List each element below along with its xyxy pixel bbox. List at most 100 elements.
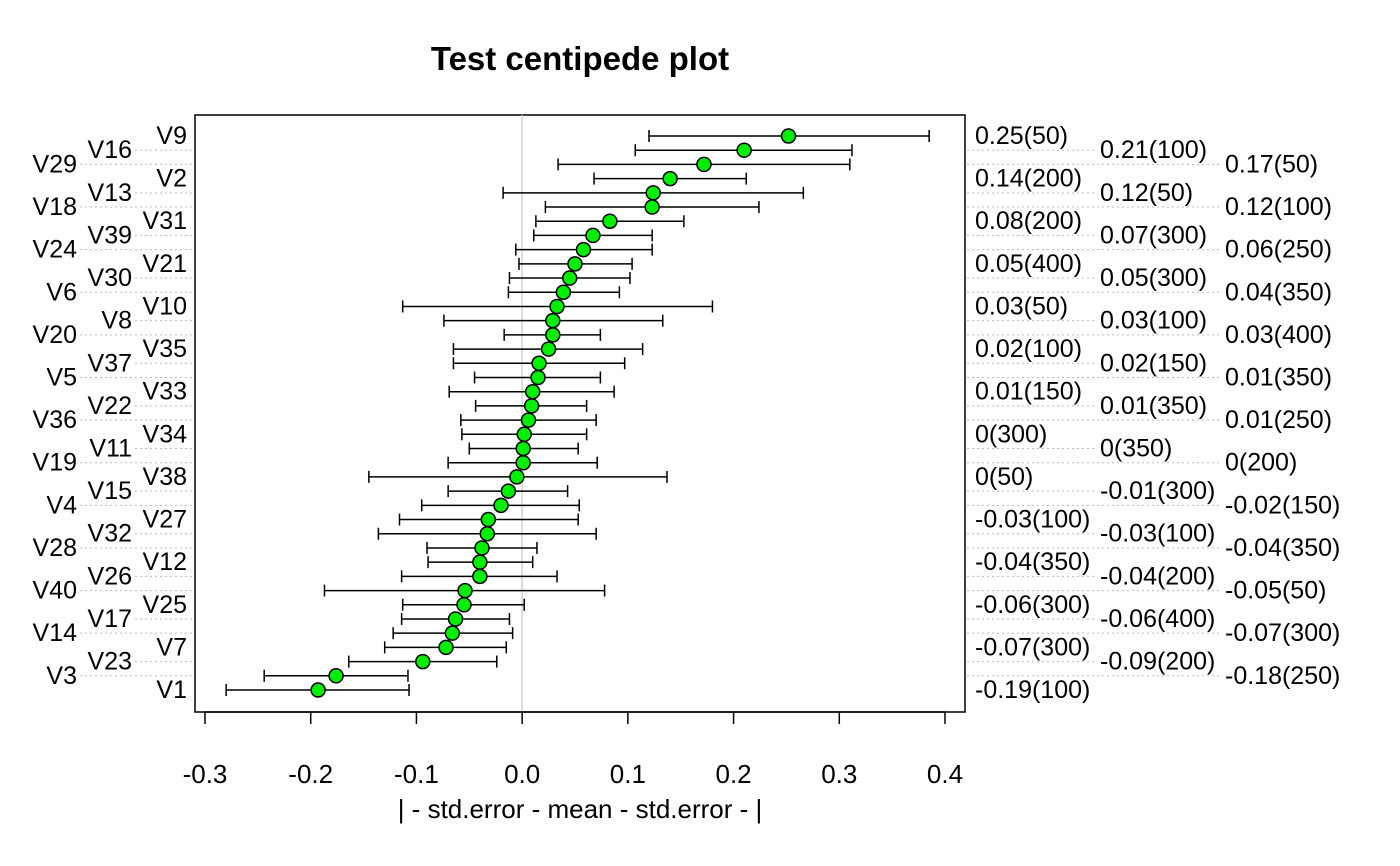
row-V14: V14 -0.07(300) [33,619,1341,647]
row-value-label: -0.05(50) [1225,577,1326,605]
mean-point [444,625,461,641]
row-V20: V20 0.03(400) [33,321,1333,349]
row-V33: V33 0.01(150) [143,378,1083,406]
row-V10: V10 0.03(50) [143,292,1069,320]
row-V16: V16 0.21(100) [88,136,1208,164]
row-V37: V37 0.02(150) [88,349,1208,377]
mean-point [472,568,488,585]
chart-title: Test centipede plot [431,40,729,77]
row-value-label: 0.25(50) [975,122,1068,150]
mean-point [567,256,583,272]
row-V12: V12 -0.04(350) [143,548,1091,576]
mean-point [545,327,561,343]
mean-point [472,554,488,570]
row-V32: V32 -0.03(100) [88,520,1216,548]
row-label: V35 [143,335,187,363]
row-V7: V7 -0.07(300) [156,633,1090,661]
mean-point [438,639,454,656]
x-tick-label: 0.1 [610,759,646,789]
mean-point [561,270,578,286]
mean-point [447,611,464,627]
row-value-label: 0(50) [975,463,1033,491]
mean-point [310,682,326,698]
row-label: V26 [88,562,132,590]
row-value-label: -0.07(300) [1225,619,1340,647]
row-V5: V5 0.01(350) [46,363,1332,391]
mean-point [545,312,561,329]
mean-point [662,170,678,187]
mean-point [530,369,546,386]
row-label: V17 [88,605,132,633]
mean-point [531,355,547,372]
row-V40: V40 -0.05(50) [33,577,1327,605]
row-V8: V8 0.03(100) [101,307,1207,335]
mean-point [585,227,601,244]
x-axis-label: | - std.error - mean - std.error - | [398,794,763,824]
row-label: V39 [88,221,132,249]
mean-point [457,582,473,599]
row-label: V11 [89,435,132,463]
row-value-label: 0.01(250) [1225,406,1332,434]
mean-point [549,298,565,315]
row-label: V40 [33,577,77,605]
row-V36: V36 0.01(250) [33,406,1333,434]
row-value-label: 0.03(100) [1100,307,1207,335]
row-V27: V27 -0.03(100) [143,506,1091,534]
row-label: V28 [33,534,77,562]
row-V9: V9 0.25(50) [156,122,1068,150]
row-V22: V22 0.01(350) [88,392,1208,420]
row-label: V21 [143,250,187,278]
row-value-label: 0.17(50) [1225,150,1318,178]
row-value-label: -0.19(100) [975,676,1090,704]
row-V1: V1 -0.19(100) [156,676,1090,704]
row-value-label: 0.06(250) [1225,236,1332,264]
row-value-label: -0.09(200) [1100,648,1215,676]
row-label: V25 [143,591,187,619]
row-label: V30 [88,264,132,292]
row-V3: V3 -0.18(250) [46,662,1340,690]
mean-point [540,341,557,357]
row-label: V24 [33,236,78,264]
row-V6: V6 0.04(350) [46,278,1332,306]
row-value-label: 0.12(100) [1225,193,1332,221]
row-label: V12 [143,548,187,576]
mean-point [515,440,531,457]
mean-point [516,426,533,443]
row-V30: V30 0.05(300) [88,264,1208,292]
row-value-label: -0.04(350) [1225,534,1340,562]
row-V25: V25 -0.06(300) [143,591,1091,619]
row-value-label: 0.03(50) [975,292,1068,320]
mean-point [696,156,712,173]
mean-point [523,398,540,414]
row-value-label: 0.05(400) [975,250,1082,278]
row-label: V2 [156,165,187,193]
row-label: V9 [156,122,187,150]
row-value-label: 0(200) [1225,449,1297,477]
row-V28: V28 -0.04(350) [33,534,1341,562]
row-label: V37 [88,349,132,377]
row-V15: V15 -0.01(300) [88,477,1216,505]
x-tick-label: -0.1 [394,759,439,789]
row-value-label: -0.01(300) [1100,477,1215,505]
row-label: V7 [156,633,187,661]
row-value-label: -0.06(400) [1100,605,1215,633]
row-label: V27 [143,506,187,534]
row-V17: V17 -0.06(400) [88,605,1216,633]
mean-point [480,511,497,528]
rows-group: V9 0.25(50) V16 0.21(100) V29 0.17(50) V2 0.14(… [33,122,1341,704]
row-value-label: 0.02(150) [1100,349,1207,377]
label-leaders [80,149,1222,677]
row-value-label: 0.04(350) [1225,278,1332,306]
row-value-label: -0.04(350) [975,548,1090,576]
row-label: V38 [143,463,187,491]
mean-point [509,469,525,485]
mean-point [479,525,496,542]
x-tick-label: -0.2 [288,759,333,789]
row-V29: V29 0.17(50) [33,150,1319,178]
row-V21: V21 0.05(400) [143,250,1083,278]
row-value-label: -0.03(100) [975,506,1090,534]
row-value-label: 0.02(100) [975,335,1082,363]
mean-point [500,483,517,499]
mean-point [524,383,541,400]
row-value-label: 0.07(300) [1100,221,1207,249]
